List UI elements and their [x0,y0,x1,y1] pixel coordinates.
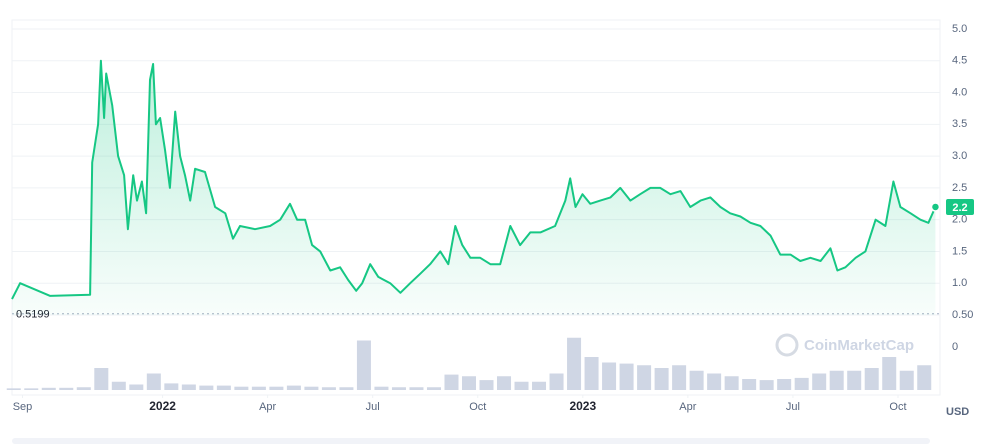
volume-bar [619,363,634,390]
price-line [11,59,937,300]
volume-bar [24,388,39,390]
watermark-text: CoinMarketCap [804,337,914,354]
volume-bar [234,386,249,390]
volume-bar [637,365,652,390]
volume-bar [286,385,301,390]
volume-bar [654,368,669,390]
volume-bar [759,380,774,390]
volume-bar [164,383,179,390]
volume-tick-label: 0 [952,341,958,353]
volume-bar [181,384,196,390]
volume-bar [356,340,371,390]
volume-bar [41,387,56,390]
last-point [930,202,941,212]
volume-bar [374,386,389,390]
volume-bar [339,387,354,390]
y-tick-label: 3.5 [952,118,967,130]
volume-bar [94,368,109,390]
volume-bar [321,387,336,390]
volume-bar [917,365,932,390]
volume-bar [216,385,231,390]
volume-bar [444,374,459,390]
volume-bar [409,387,424,390]
volume-bar [602,362,617,390]
volume-bar [584,357,599,390]
volume-bar [794,377,809,390]
volume-bar [882,357,897,390]
volume-bar [199,385,214,390]
volume-bar [829,370,844,390]
volume-bar [6,388,21,390]
volume-bar [461,376,476,390]
y-tick-label: 2.5 [952,182,967,194]
volume-bar [497,376,512,390]
volume-bar [864,368,879,390]
volume-bar [532,381,547,390]
volume-bar [426,387,441,390]
volume-bar [707,373,722,390]
volume-bar [479,380,494,390]
y-tick-label: 0.50 [952,309,973,321]
range-bar[interactable] [12,438,930,444]
volume-bar [672,365,687,390]
x-tick-label: Jul [786,401,800,413]
volume-bar [269,386,284,390]
volume-bar [899,370,914,390]
price-area [12,60,936,315]
x-tick-label: Oct [889,401,906,413]
y-tick-label: 2.0 [952,214,967,226]
x-tick-label: 2023 [569,399,596,413]
x-tick-label: 2022 [149,399,176,413]
y-tick-label: 1.5 [952,245,967,257]
volume-bar [251,386,266,390]
volume-bar [724,376,739,390]
watermark: CoinMarketCap [775,333,914,357]
x-tick-label: Oct [469,401,486,413]
volume-bar [847,370,862,390]
y-tick-label: 4.0 [952,86,967,98]
volume-bar [304,386,319,390]
volume-bar [391,387,406,390]
x-tick-label: Jul [366,401,380,413]
watermark-logo [775,333,799,357]
y-tick-label: 4.5 [952,55,967,67]
volume-bar [514,381,529,390]
y-tick-label: 1.0 [952,277,967,289]
x-tick-label: Apr [679,401,696,413]
volume-bar [742,379,757,390]
volume-bar [549,373,564,390]
current-price-box [946,198,974,215]
x-tick-label: Apr [259,401,276,413]
currency-label: USD [946,406,969,418]
volume-bar [146,373,161,390]
volume-bar [59,387,74,390]
volume-bar [567,337,582,390]
volume-bar [812,373,827,390]
volume-bar [777,379,792,390]
volume-bar [76,387,91,390]
volume-bar [689,370,704,390]
y-tick-label: 3.0 [952,150,967,162]
y-tick-label: 5.0 [952,23,967,35]
volume-bar [129,384,144,390]
volume-bar [111,381,126,390]
current-price-label: 2.2 [952,202,967,214]
x-tick-label: Sep [13,401,33,413]
